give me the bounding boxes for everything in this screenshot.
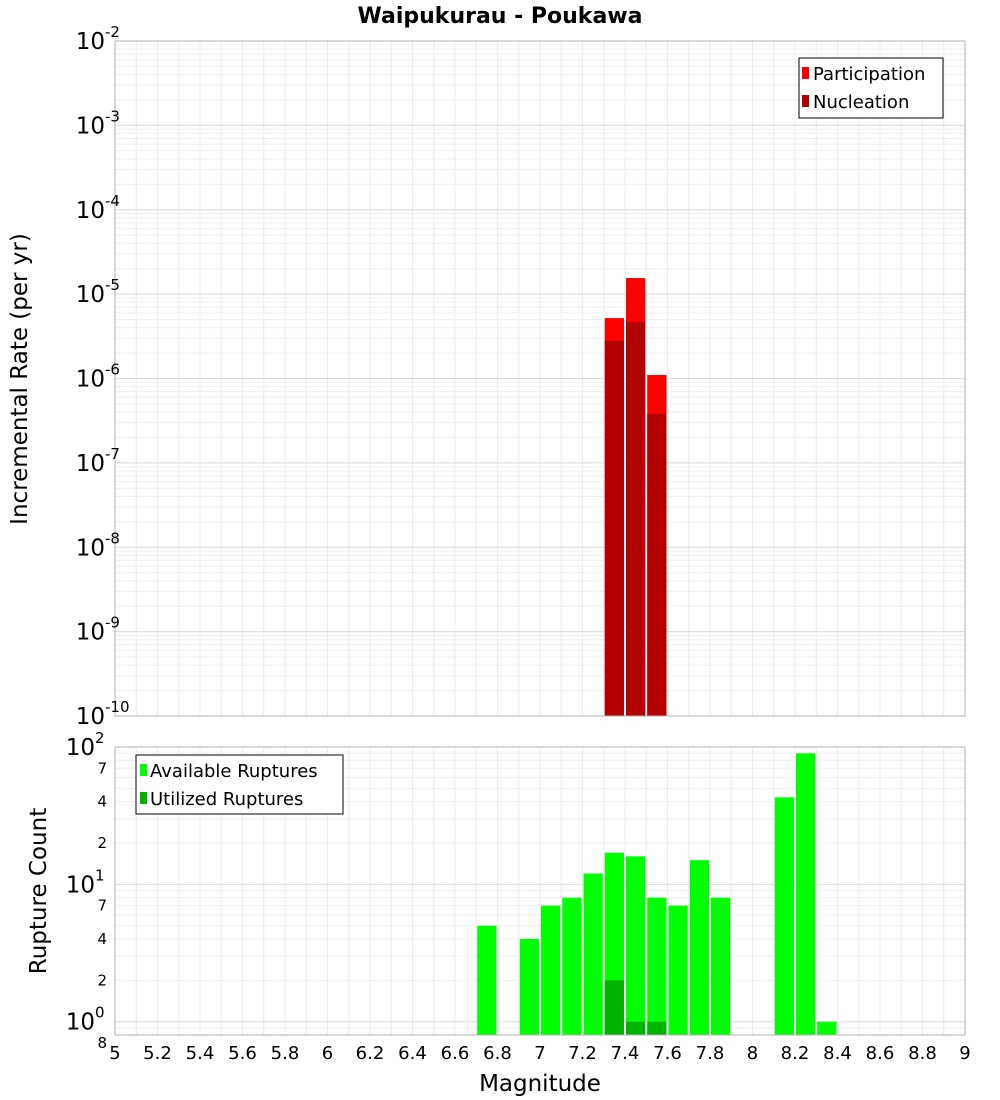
x-tick-label: 6.8 (483, 1043, 512, 1064)
available-ruptures-bar (647, 897, 667, 1035)
utilized-ruptures-legend-swatch (140, 792, 147, 804)
utilized-ruptures-bar (626, 1021, 646, 1035)
top-y-axis-label: Incremental Rate (per yr) (7, 233, 33, 525)
top-y-tick-exponent: -2 (105, 23, 120, 41)
top-y-tick-base: 10 (76, 620, 105, 646)
available-ruptures-bar (774, 797, 794, 1035)
bottom-y-minor-tick-label: 2 (97, 971, 107, 989)
x-tick-label: 8.2 (781, 1043, 810, 1064)
top-y-tick-base: 10 (76, 367, 105, 393)
bottom-legend-box (135, 754, 344, 815)
top-y-tick-base: 10 (76, 535, 105, 561)
available-ruptures-bar (711, 897, 731, 1035)
participation-legend-label: Participation (813, 64, 925, 85)
top-y-tick-exponent: -8 (105, 529, 120, 547)
top-bars (604, 278, 667, 716)
x-tick-label: 9 (959, 1043, 970, 1064)
bottom-y-tick-exponent: 0 (95, 1004, 105, 1022)
top-y-tick-exponent: -5 (105, 276, 120, 294)
bottom-legend: Available Ruptures Utilized Ruptures (135, 754, 344, 815)
available-ruptures-bar (626, 856, 646, 1035)
available-ruptures-bar (583, 873, 603, 1035)
top-y-tick-exponent: -10 (105, 698, 130, 716)
x-tick-label: 8.8 (908, 1043, 937, 1064)
x-tick-labels: 5 5.2 5.4 5.6 5.8 6 6.2 6.4 6.6 6.8 7 7.2 7.4 7.6 7.8 8… (109, 1043, 970, 1064)
nucleation-bar (604, 340, 624, 716)
nucleation-legend-swatch (802, 95, 809, 107)
participation-legend-swatch (802, 67, 809, 79)
bottom-bars (477, 753, 837, 1035)
utilized-ruptures-bar (604, 980, 624, 1035)
nucleation-legend-label: Nucleation (813, 92, 909, 113)
available-ruptures-bar (668, 905, 688, 1035)
nucleation-bar (647, 413, 667, 716)
x-tick-label: 8 (747, 1043, 758, 1064)
top-y-tick-base: 10 (76, 704, 105, 730)
top-plot-frame (114, 40, 966, 717)
bottom-y-tick-base: 10 (66, 735, 95, 761)
bottom-y-axis-label: Rupture Count (26, 808, 52, 974)
available-ruptures-bar (689, 860, 709, 1035)
nucleation-bar (626, 321, 646, 716)
x-tick-label: 7.8 (696, 1043, 725, 1064)
top-y-tick-exponent: -6 (105, 361, 120, 379)
x-tick-label: 5.4 (186, 1043, 215, 1064)
bottom-y-minor-tick-label: 4 (97, 793, 107, 811)
available-ruptures-bar (796, 753, 816, 1035)
top-y-tick-base: 10 (76, 198, 105, 224)
available-ruptures-bar (817, 1021, 837, 1035)
bottom-plot-frame (114, 746, 966, 1036)
top-grid (114, 40, 966, 717)
top-y-tick-exponent: -3 (105, 107, 120, 125)
x-tick-label: 6.6 (441, 1043, 470, 1064)
x-tick-label: 5.8 (271, 1043, 300, 1064)
top-legend-box (798, 57, 944, 119)
top-y-tick-base: 10 (76, 451, 105, 477)
bottom-y-tick-exponent: 1 (95, 866, 105, 884)
top-y-tick-exponent: -4 (105, 192, 120, 210)
x-tick-label: 5.6 (228, 1043, 257, 1064)
x-tick-label: 7.6 (653, 1043, 682, 1064)
x-tick-label: 5.2 (143, 1043, 172, 1064)
x-tick-label: 5 (109, 1043, 120, 1064)
bottom-y-minor-tick-label: 2 (97, 834, 107, 852)
top-y-tick-base: 10 (76, 282, 105, 308)
top-legend: Participation Nucleation (798, 57, 944, 119)
bottom-y-minor-tick-label: 4 (97, 930, 107, 948)
bottom-y-minor-tick-label: 7 (97, 759, 107, 777)
bottom-y-tick-base: 10 (66, 872, 95, 898)
top-y-tick-exponent: -7 (105, 445, 120, 463)
x-tick-label: 7.2 (568, 1043, 597, 1064)
utilized-ruptures-legend-label: Utilized Ruptures (150, 789, 303, 810)
bottom-y-tick-base: 10 (66, 1010, 95, 1036)
top-y-tick-base: 10 (76, 113, 105, 139)
top-y-tick-exponent: -9 (105, 614, 120, 632)
bottom-y-minor-tick-label: 8 (97, 1034, 107, 1052)
chart-title: Waipukurau - Poukawa (358, 4, 643, 29)
x-tick-label: 8.4 (823, 1043, 852, 1064)
available-ruptures-bar (562, 897, 582, 1035)
x-tick-label: 8.6 (866, 1043, 895, 1064)
x-tick-label: 6.4 (398, 1043, 427, 1064)
x-tick-label: 7.4 (611, 1043, 640, 1064)
bottom-y-minor-tick-label: 7 (97, 897, 107, 915)
bottom-y-tick-exponent: 2 (95, 729, 105, 747)
x-tick-label: 7 (534, 1043, 545, 1064)
utilized-ruptures-bar (647, 1021, 667, 1035)
available-ruptures-bar (519, 939, 539, 1035)
x-tick-label: 6.2 (356, 1043, 385, 1064)
available-ruptures-bar (541, 905, 561, 1035)
top-y-tick-base: 10 (76, 29, 105, 55)
x-axis-label: Magnitude (479, 1071, 601, 1097)
available-ruptures-legend-swatch (140, 764, 147, 776)
x-tick-label: 6 (322, 1043, 333, 1064)
available-ruptures-legend-label: Available Ruptures (150, 761, 318, 782)
available-ruptures-bar (477, 925, 497, 1035)
